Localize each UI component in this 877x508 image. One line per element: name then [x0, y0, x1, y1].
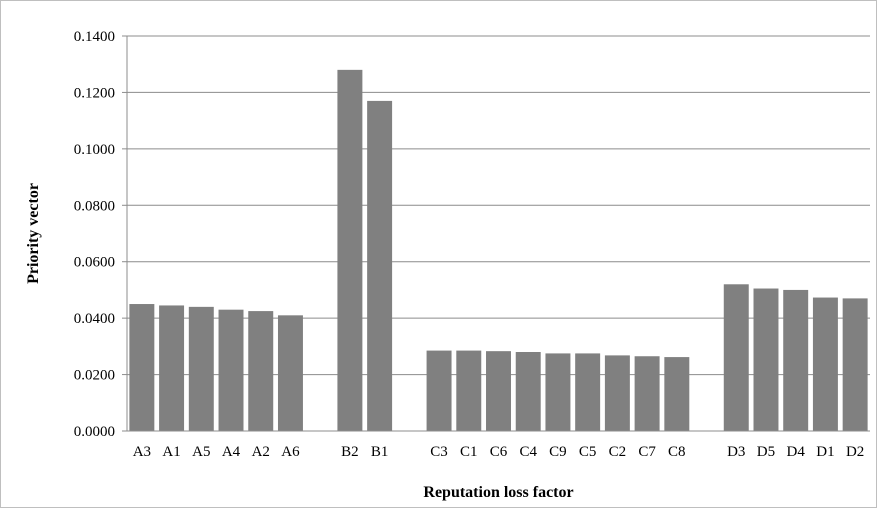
y-axis-title: Priority vector [25, 183, 42, 284]
x-tick-label: A3 [133, 444, 151, 460]
x-tick-label: B1 [371, 444, 389, 460]
bar-d1 [812, 297, 838, 431]
axes [122, 35, 870, 432]
bar-a2 [248, 311, 274, 431]
y-tick-label: 0.1200 [74, 85, 115, 101]
x-tick-label: C3 [430, 444, 448, 460]
bar-c5 [575, 353, 601, 431]
bar-c1 [456, 350, 482, 431]
x-tick-label: C1 [460, 444, 478, 460]
bar-d3 [723, 284, 749, 431]
bars [129, 69, 868, 432]
x-tick-label: A4 [222, 444, 241, 460]
bar-c9 [545, 353, 571, 431]
x-tick-label: D1 [816, 444, 834, 460]
y-tick-label: 0.1400 [74, 29, 115, 45]
x-axis-title: Reputation loss factor [423, 484, 573, 501]
bar-d2 [842, 298, 868, 431]
bar-c4 [515, 352, 541, 431]
x-tick-label: C5 [579, 444, 597, 460]
bar-a3 [129, 304, 155, 431]
y-tick-label: 0.0800 [74, 198, 115, 214]
bar-a5 [188, 306, 214, 431]
x-tick-label: D3 [727, 444, 745, 460]
bar-d4 [783, 289, 809, 431]
x-tick-label: D4 [787, 444, 806, 460]
bar-c7 [634, 356, 660, 431]
bar-d5 [753, 288, 779, 431]
y-tick-label: 0.0400 [74, 311, 115, 327]
x-tick-label: C9 [549, 444, 567, 460]
y-tick-label: 0.0600 [74, 255, 115, 271]
x-tick-label: D2 [846, 444, 864, 460]
x-tick-label: B2 [341, 444, 359, 460]
x-tick-label: C6 [490, 444, 508, 460]
bar-b2 [337, 69, 363, 431]
x-tick-label: A1 [162, 444, 180, 460]
x-tick-label: D5 [757, 444, 775, 460]
y-tick-label: 0.0200 [74, 368, 115, 384]
bar-c3 [426, 350, 452, 431]
y-tick-label: 0.1000 [74, 142, 115, 158]
x-tick-label: C8 [668, 444, 686, 460]
bar-c8 [664, 357, 690, 431]
x-tick-label: C4 [519, 444, 537, 460]
x-tick-label: A6 [281, 444, 300, 460]
bar-c2 [604, 355, 630, 431]
bar-c6 [486, 351, 511, 431]
bar-a1 [159, 305, 185, 431]
bar-a4 [218, 309, 244, 431]
x-tick-label: C7 [638, 444, 656, 460]
y-tick-label: 0.0000 [74, 424, 115, 440]
x-tick-label: C2 [609, 444, 627, 460]
bar-b1 [367, 100, 393, 432]
x-tick-label: A5 [192, 444, 210, 460]
bar-a6 [277, 315, 303, 431]
tick-labels: 0.0000 0.0200 0.0400 0.0600 0.0800 0.1000 0.12… [74, 29, 865, 460]
x-tick-label: A2 [252, 444, 270, 460]
